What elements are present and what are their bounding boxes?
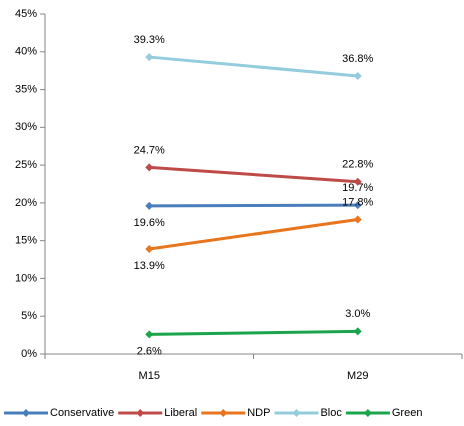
- data-label: 19.6%: [134, 217, 165, 229]
- x-tick-label: M29: [347, 370, 368, 382]
- y-tick-label: 40%: [15, 46, 37, 58]
- series-line: [149, 203, 358, 208]
- series-line: [149, 218, 358, 251]
- data-label: 2.6%: [137, 345, 162, 357]
- legend-marker: [363, 409, 372, 417]
- data-label: 3.0%: [345, 308, 370, 320]
- y-tick-label: 20%: [15, 197, 37, 209]
- y-tick-label: 25%: [15, 159, 37, 171]
- y-tick-label: 5%: [21, 310, 37, 322]
- x-tick-label: M15: [139, 370, 160, 382]
- legend-marker: [292, 409, 301, 417]
- legend-marker: [22, 409, 30, 417]
- point-marker: [145, 53, 154, 62]
- y-tick-label: 45%: [15, 8, 37, 20]
- point-marker: [353, 177, 362, 186]
- series-line: [149, 165, 358, 184]
- data-label: 24.7%: [134, 144, 165, 156]
- point-marker: [145, 330, 154, 339]
- legend-label: Liberal: [164, 407, 197, 419]
- data-label: 17.8%: [342, 196, 373, 208]
- point-marker: [353, 215, 362, 224]
- legend-label: NDP: [247, 407, 270, 419]
- series-line: [149, 55, 358, 78]
- legend-label: Conservative: [50, 407, 114, 419]
- data-label: 13.9%: [134, 260, 165, 272]
- point-marker: [353, 327, 362, 336]
- y-tick-label: 35%: [15, 83, 37, 95]
- data-label: 22.8%: [342, 159, 373, 171]
- legend-label: Bloc: [320, 407, 342, 419]
- y-tick-label: 15%: [15, 235, 37, 247]
- data-label: 19.7%: [342, 182, 373, 194]
- legend-marker: [219, 409, 228, 417]
- series-line: [149, 329, 358, 336]
- point-marker: [145, 244, 154, 253]
- data-label: 39.3%: [134, 34, 165, 46]
- point-marker: [145, 163, 154, 172]
- data-label: 36.8%: [342, 53, 373, 65]
- y-tick-label: 10%: [15, 272, 37, 284]
- point-marker: [353, 71, 362, 80]
- y-tick-label: 30%: [15, 121, 37, 133]
- y-tick-label: 0%: [21, 348, 37, 360]
- point-marker: [353, 201, 362, 210]
- point-marker: [145, 201, 154, 210]
- legend-label: Green: [392, 407, 423, 419]
- legend-marker: [136, 409, 145, 417]
